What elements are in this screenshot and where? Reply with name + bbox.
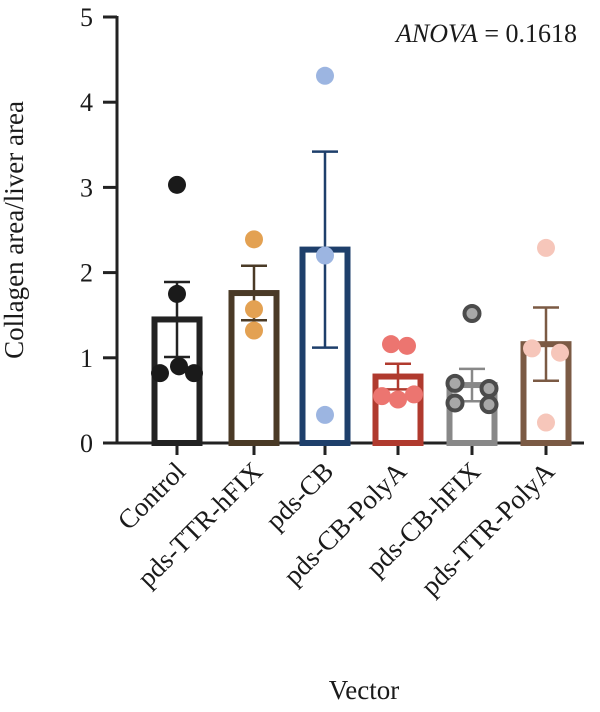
bars (151, 246, 572, 447)
data-point (168, 175, 186, 194)
data-point (551, 343, 569, 362)
data-point (462, 303, 482, 323)
data-point (445, 373, 465, 393)
annotation: ANOVA = 0.1618 (394, 19, 577, 48)
data-point (151, 364, 169, 383)
data-point (170, 357, 188, 376)
data-point (445, 393, 465, 413)
y-tick-label: 5 (80, 3, 93, 32)
data-point (479, 378, 499, 398)
data-point (398, 336, 416, 355)
x-tick-label: pds-TTR-PolyA (415, 456, 561, 602)
data-point (389, 390, 407, 409)
data-point (245, 300, 263, 319)
data-points (151, 66, 569, 432)
x-axis-title: Vector (329, 675, 399, 705)
data-point (316, 246, 334, 265)
y-tick-label: 2 (80, 259, 93, 288)
data-point (316, 405, 334, 424)
y-axis-title: Collagen area/liver area (0, 101, 29, 359)
data-point (537, 238, 555, 257)
data-point (382, 335, 400, 354)
data-point (245, 230, 263, 249)
y-tick-label: 3 (80, 173, 93, 202)
data-point (373, 387, 391, 406)
annotation-value: = 0.1618 (478, 19, 577, 48)
data-point (316, 66, 334, 85)
data-point (245, 321, 263, 340)
error-bars (164, 150, 559, 403)
y-tick-label: 0 (80, 429, 93, 458)
data-point (523, 339, 541, 358)
data-point (405, 385, 423, 404)
data-point (479, 395, 499, 415)
data-point (185, 364, 203, 383)
data-point (168, 284, 186, 303)
data-point (537, 413, 555, 432)
y-tick-label: 4 (80, 88, 93, 117)
annotation-italic: ANOVA (394, 19, 478, 48)
y-tick-label: 1 (80, 344, 93, 373)
